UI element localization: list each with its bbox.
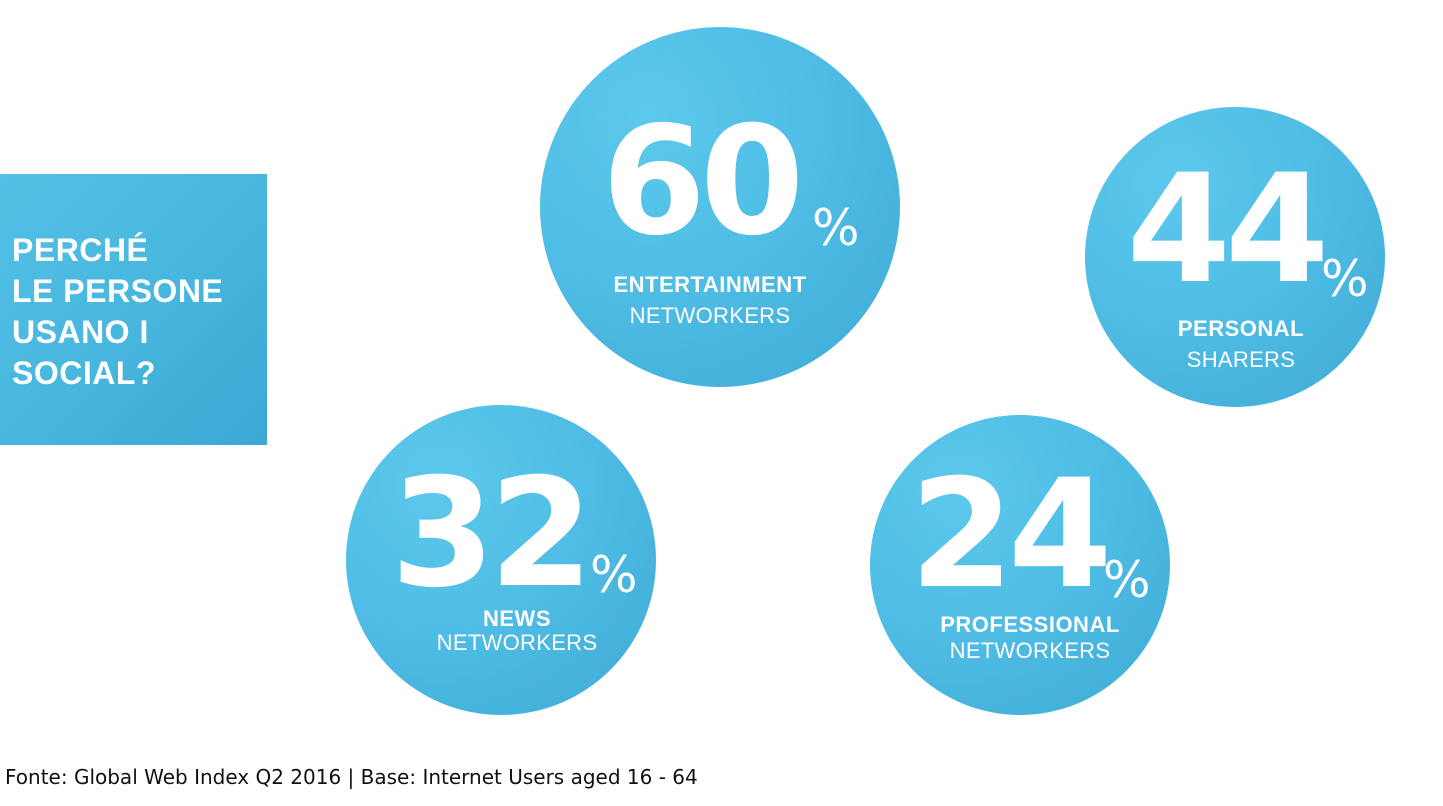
stat-label-bold: NEWS xyxy=(483,606,551,631)
stat-circle-news: 32 % NEWS NETWORKERS xyxy=(346,405,656,715)
title-line-1: PERCHÉ xyxy=(12,232,149,268)
stat-value: 60 xyxy=(601,95,805,269)
title-box: PERCHÉ LE PERSONE USANO I SOCIAL? xyxy=(0,174,267,445)
stat-label-bold: PROFESSIONAL xyxy=(940,612,1120,637)
stat-circle-personal: 44 % PERSONAL SHARERS xyxy=(1085,107,1385,407)
stat-value: 32 xyxy=(390,447,594,621)
title-line-3: USANO I xyxy=(12,314,149,350)
stat-label-bold: PERSONAL xyxy=(1177,316,1305,341)
stat-percent-sign: % xyxy=(590,546,638,604)
stat-label-light: NETWORKERS xyxy=(629,303,791,328)
stat-label-bold: ENTERTAINMENT xyxy=(613,272,807,297)
stat-label-light: SHARERS xyxy=(1186,347,1296,372)
stat-percent-sign: % xyxy=(1321,250,1369,308)
stat-value: 24 xyxy=(909,448,1113,622)
stat-label-light: NETWORKERS xyxy=(436,630,598,655)
stat-label-light: NETWORKERS xyxy=(949,638,1111,663)
stat-value: 44 xyxy=(1126,143,1330,317)
stat-circle-entertainment: 60 % ENTERTAINMENT NETWORKERS xyxy=(540,27,900,387)
title-line-4: SOCIAL? xyxy=(12,355,156,391)
title-line-2: LE PERSONE xyxy=(12,273,224,309)
stat-circle-professional: 24 % PROFESSIONAL NETWORKERS xyxy=(870,415,1170,715)
source-note: Fonte: Global Web Index Q2 2016 | Base: … xyxy=(5,765,698,789)
stat-percent-sign: % xyxy=(1103,551,1151,609)
stat-percent-sign: % xyxy=(812,199,860,257)
